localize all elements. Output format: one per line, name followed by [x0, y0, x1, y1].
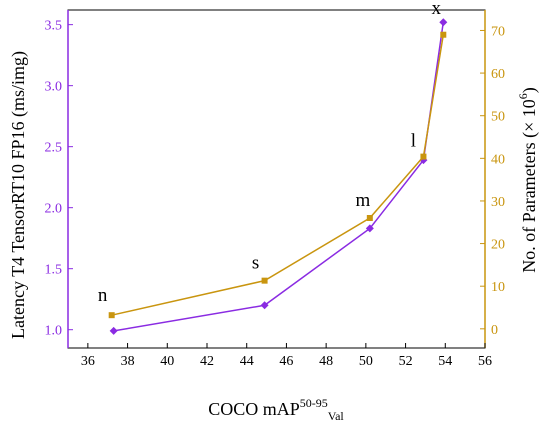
x-tick-label: 56: [478, 354, 492, 369]
x-tick-label: 44: [240, 354, 254, 369]
x-tick-label: 46: [279, 354, 293, 369]
x-tick-label: 48: [319, 354, 333, 369]
y-left-tick-label: 3.0: [45, 80, 63, 95]
y-left-tick-label: 2.0: [45, 202, 63, 217]
parameters-point-x: [440, 31, 447, 38]
y-axis-right-label-base: No. of Parameters (× 10: [519, 99, 540, 273]
y-axis-right-label-end: ): [519, 87, 540, 93]
latency-point-s: [260, 301, 269, 310]
x-axis-label-sub: Val: [328, 409, 345, 423]
parameters-point-l: [420, 153, 427, 160]
y-axis-right-label-sup: 6: [516, 93, 530, 99]
y-right-tick-label: 30: [491, 195, 505, 210]
y-axis-left-label: Latency T4 TensorRT10 FP16 (ms/img): [8, 51, 29, 339]
parameters-point-n: [108, 312, 115, 319]
parameters-point-m: [366, 215, 373, 221]
y-right-tick-label: 20: [491, 238, 505, 253]
x-tick-label: 36: [81, 354, 95, 369]
x-tick-label: 54: [438, 354, 452, 369]
x-tick-label: 40: [160, 354, 174, 369]
y-axis-right-label: No. of Parameters (× 106): [516, 87, 540, 273]
parameters-point-s: [261, 277, 268, 284]
x-tick-label: 42: [200, 354, 214, 369]
y-left-tick-label: 2.5: [45, 141, 63, 156]
y-right-tick-label: 50: [491, 110, 505, 125]
x-tick-label: 52: [399, 354, 413, 369]
y-right-tick-label: 60: [491, 67, 505, 82]
latency-point-x: [439, 18, 448, 27]
x-axis-ticks: 36 38 40 42 44 46 48 50 52 54 56: [81, 343, 492, 369]
y-left-tick-label: 3.5: [45, 19, 63, 34]
x-axis-label-base: COCO mAP: [208, 399, 300, 419]
y-left-tick-label: 1.0: [45, 324, 63, 339]
right-y-axis-ticks: 0 10 20 30 40 50 60 70: [480, 24, 505, 338]
y-right-tick-label: 40: [491, 152, 505, 167]
point-label-l: l: [411, 131, 416, 152]
x-axis-label: COCO mAP50-95Val: [208, 396, 344, 423]
x-tick-label: 38: [121, 354, 135, 369]
point-label-m: m: [355, 190, 370, 211]
point-labels: n s m l x: [98, 0, 442, 306]
x-axis-label-sup: 50-95: [300, 396, 328, 410]
y-left-tick-label: 1.5: [45, 263, 63, 278]
latency-point-n: [109, 326, 118, 335]
y-right-tick-label: 0: [491, 323, 498, 338]
latency-series-line: [113, 22, 445, 332]
parameters-series-line: [111, 34, 445, 316]
x-tick-label: 50: [359, 354, 373, 369]
point-label-n: n: [98, 285, 108, 306]
y-right-tick-label: 70: [491, 24, 505, 39]
series-group: [108, 18, 448, 335]
latency-point-m: [365, 224, 374, 233]
point-label-s: s: [252, 253, 259, 274]
point-label-x: x: [432, 0, 442, 19]
left-y-axis-ticks: 1.0 1.5 2.0 2.5 3.0 3.5: [45, 19, 73, 339]
y-right-tick-label: 10: [491, 280, 505, 295]
